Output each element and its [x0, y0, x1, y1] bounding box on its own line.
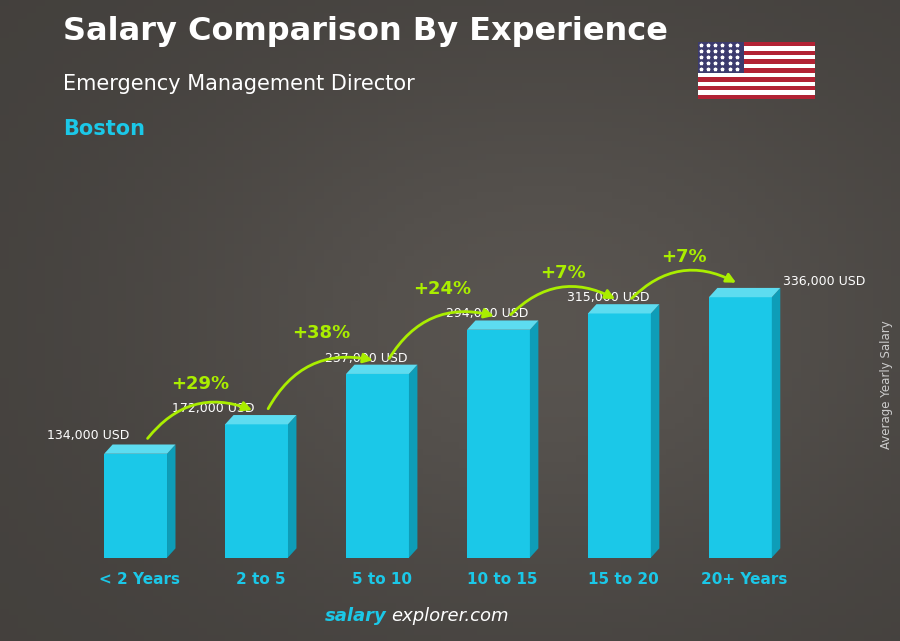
Polygon shape [772, 288, 780, 558]
Text: Boston: Boston [63, 119, 145, 138]
Polygon shape [346, 365, 418, 374]
Bar [698, 86, 814, 90]
Polygon shape [104, 444, 176, 454]
Polygon shape [530, 320, 538, 558]
Bar [698, 72, 814, 77]
Text: Average Yearly Salary: Average Yearly Salary [880, 320, 893, 449]
Polygon shape [588, 304, 660, 313]
Bar [698, 51, 814, 55]
Polygon shape [167, 444, 176, 558]
Text: +7%: +7% [540, 264, 586, 282]
Bar [698, 42, 814, 46]
Text: 10 to 15: 10 to 15 [467, 572, 538, 587]
Bar [698, 46, 814, 51]
Polygon shape [225, 415, 296, 424]
Bar [225, 424, 288, 558]
Text: +7%: +7% [662, 247, 706, 266]
Polygon shape [651, 304, 660, 558]
Bar [698, 95, 814, 99]
Text: +38%: +38% [292, 324, 350, 342]
Text: 172,000 USD: 172,000 USD [172, 402, 254, 415]
Text: salary: salary [325, 607, 387, 625]
Bar [588, 313, 651, 558]
Bar [698, 60, 814, 64]
Bar [698, 42, 744, 72]
Polygon shape [288, 415, 296, 558]
Bar [698, 64, 814, 69]
Text: 237,000 USD: 237,000 USD [325, 352, 408, 365]
Bar [709, 297, 772, 558]
Text: Emergency Management Director: Emergency Management Director [63, 74, 415, 94]
Bar [346, 374, 409, 558]
Polygon shape [709, 288, 780, 297]
Text: 2 to 5: 2 to 5 [236, 572, 285, 587]
Bar [467, 329, 530, 558]
Text: 20+ Years: 20+ Years [701, 572, 788, 587]
Text: 15 to 20: 15 to 20 [589, 572, 659, 587]
Text: < 2 Years: < 2 Years [99, 572, 180, 587]
Text: +29%: +29% [171, 375, 230, 393]
Bar [698, 55, 814, 60]
Text: 294,000 USD: 294,000 USD [446, 308, 528, 320]
Polygon shape [467, 320, 538, 329]
Text: +24%: +24% [413, 280, 472, 298]
Text: 315,000 USD: 315,000 USD [567, 291, 650, 304]
Bar [104, 454, 167, 558]
Polygon shape [409, 365, 418, 558]
Text: 336,000 USD: 336,000 USD [783, 275, 865, 288]
Text: Salary Comparison By Experience: Salary Comparison By Experience [63, 16, 668, 47]
Bar [698, 69, 814, 72]
Bar [698, 77, 814, 81]
Text: 134,000 USD: 134,000 USD [47, 429, 130, 442]
Text: explorer.com: explorer.com [392, 607, 509, 625]
Text: 5 to 10: 5 to 10 [352, 572, 411, 587]
Bar [698, 81, 814, 86]
Bar [698, 90, 814, 95]
